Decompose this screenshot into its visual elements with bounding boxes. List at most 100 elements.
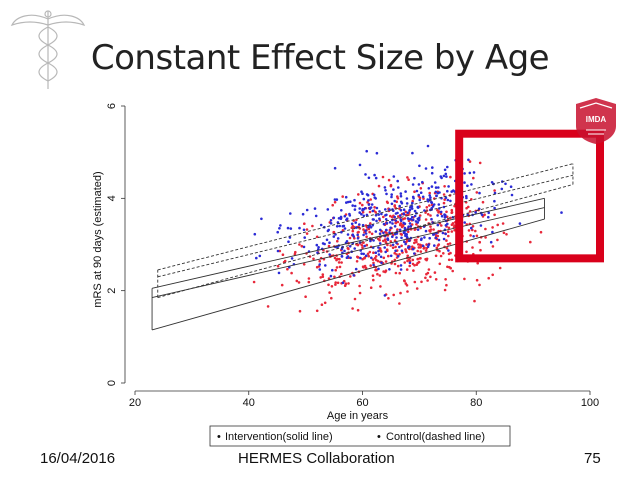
intervention-point xyxy=(446,242,450,246)
control-point xyxy=(318,268,322,271)
control-point xyxy=(399,214,402,217)
control-point xyxy=(444,232,448,236)
control-point xyxy=(378,242,382,245)
control-point xyxy=(493,206,496,210)
intervention-point xyxy=(396,195,399,198)
intervention-legend-label: Intervention(solid line) xyxy=(225,431,333,443)
intervention-point xyxy=(493,213,496,217)
control-point xyxy=(382,231,385,235)
control-point xyxy=(378,217,381,220)
control-point xyxy=(424,167,428,170)
control-point xyxy=(399,192,403,195)
intervention-point xyxy=(385,231,388,235)
control-point xyxy=(423,236,426,239)
intervention-point xyxy=(379,285,382,288)
intervention-point xyxy=(501,222,505,225)
intervention-point xyxy=(413,190,416,193)
intervention-point xyxy=(413,228,417,231)
intervention-point xyxy=(312,257,315,261)
intervention-point xyxy=(302,263,306,266)
x-tick-label: 80 xyxy=(470,397,482,409)
control-point xyxy=(356,233,360,237)
control-point xyxy=(333,166,337,170)
control-point xyxy=(298,226,301,230)
control-point xyxy=(426,245,430,249)
intervention-point xyxy=(351,229,355,233)
control-point xyxy=(278,227,281,230)
intervention-point xyxy=(449,175,452,179)
intervention-point xyxy=(351,307,354,310)
intervention-point xyxy=(327,244,331,248)
intervention-point xyxy=(419,245,423,248)
control-point xyxy=(279,224,282,227)
control-point xyxy=(352,274,356,277)
control-point xyxy=(389,254,393,258)
control-point xyxy=(321,242,325,245)
intervention-point xyxy=(347,282,350,285)
intervention-point xyxy=(382,256,386,260)
intervention-point xyxy=(400,233,404,236)
control-point xyxy=(417,218,421,222)
control-point xyxy=(436,214,439,217)
intervention-point xyxy=(502,231,506,235)
control-point xyxy=(332,216,336,220)
intervention-point xyxy=(387,297,390,300)
intervention-point xyxy=(252,280,256,284)
intervention-point xyxy=(399,291,402,295)
control-point xyxy=(447,249,450,252)
control-point xyxy=(504,182,507,186)
control-point xyxy=(463,221,467,224)
control-point xyxy=(509,185,513,188)
intervention-point xyxy=(405,268,409,271)
intervention-point xyxy=(332,230,336,234)
control-point xyxy=(429,196,432,199)
intervention-point xyxy=(443,288,447,292)
control-point xyxy=(434,186,438,189)
intervention-point xyxy=(425,243,428,246)
intervention-point xyxy=(394,271,398,275)
control-point xyxy=(327,228,331,232)
intervention-point xyxy=(368,230,371,234)
control-point xyxy=(260,217,263,221)
control-point xyxy=(478,191,481,195)
control-point xyxy=(418,164,421,168)
intervention-legend-marker: • xyxy=(217,431,221,443)
intervention-point xyxy=(429,228,433,231)
intervention-point xyxy=(387,254,390,258)
intervention-point xyxy=(343,284,347,288)
control-point xyxy=(393,199,397,203)
control-point xyxy=(399,268,403,271)
intervention-point xyxy=(432,228,435,231)
control-point xyxy=(353,198,356,202)
control-point xyxy=(390,202,394,206)
control-point xyxy=(438,191,441,194)
control-point xyxy=(409,224,413,228)
control-point xyxy=(444,172,448,176)
control-point xyxy=(445,175,448,178)
intervention-point xyxy=(384,240,388,244)
legend: • Intervention(solid line) • Control(dashed… xyxy=(209,425,511,447)
intervention-point xyxy=(335,266,339,269)
control-point xyxy=(408,222,412,225)
intervention-point xyxy=(389,183,393,187)
control-point xyxy=(360,190,363,193)
intervention-point xyxy=(365,243,369,247)
intervention-point xyxy=(311,224,314,228)
intervention-point xyxy=(334,283,337,286)
control-point xyxy=(479,224,483,227)
intervention-point xyxy=(338,265,342,269)
intervention-point xyxy=(443,185,446,188)
intervention-point xyxy=(378,274,382,277)
control-point xyxy=(333,198,337,201)
control-point xyxy=(392,188,395,191)
control-point xyxy=(358,163,362,167)
control-point xyxy=(286,226,290,230)
intervention-point xyxy=(358,201,362,205)
control-point xyxy=(384,214,387,217)
intervention-point xyxy=(417,260,421,264)
intervention-point xyxy=(404,210,408,214)
intervention-point xyxy=(321,275,325,279)
intervention-point xyxy=(383,238,387,241)
control-point xyxy=(388,221,392,224)
